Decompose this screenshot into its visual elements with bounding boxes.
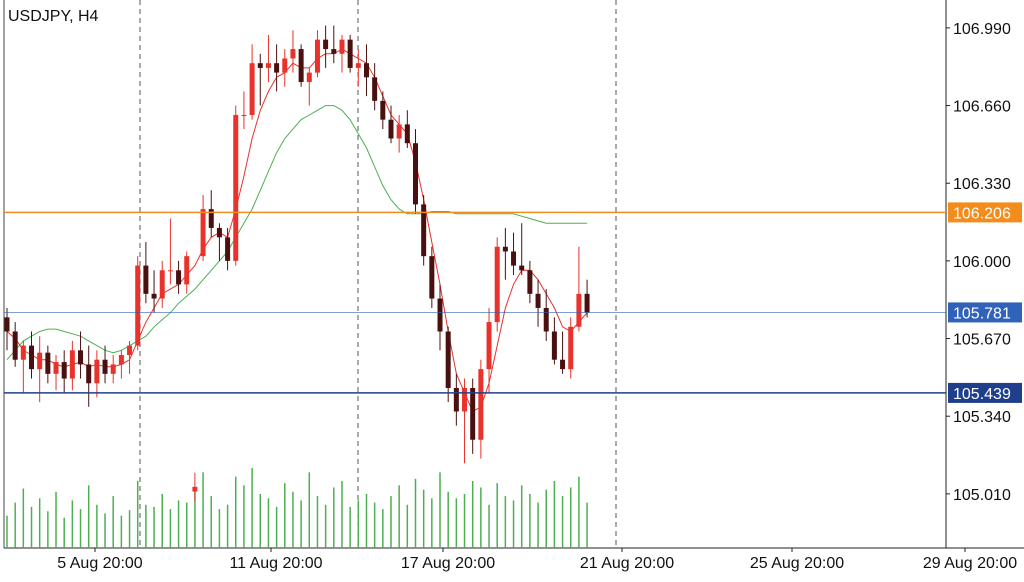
candle-body-37 — [306, 72, 312, 83]
candle-body-29 — [241, 114, 247, 116]
price-badge-0 — [948, 202, 1022, 223]
candle-body-38 — [314, 39, 320, 73]
candle-body-60 — [494, 246, 500, 323]
candle-body-43 — [355, 63, 361, 68]
y-tick-label-1: 106.660 — [953, 99, 1011, 116]
candle-body-42 — [347, 39, 353, 68]
candle-body-20 — [167, 270, 173, 272]
candle-body-26 — [216, 227, 222, 238]
candle-body-16 — [135, 265, 141, 346]
x-tick-label-3: 21 Aug 20:00 — [580, 555, 674, 572]
candle-body-21 — [176, 270, 182, 285]
candle-body-31 — [257, 63, 263, 68]
candle-body-1 — [12, 331, 18, 360]
candle-body-17 — [143, 265, 149, 294]
candle-body-48 — [396, 124, 402, 139]
price-badge-label-2: 105.439 — [953, 386, 1011, 403]
candle-body-13 — [110, 364, 116, 374]
candle-body-65 — [535, 293, 541, 308]
y-tick-label-2: 106.330 — [953, 176, 1011, 193]
price-badge-label-1: 105.781 — [953, 305, 1011, 322]
candle-body-35 — [290, 49, 296, 59]
x-tick-label-5: 29 Aug 20:00 — [923, 555, 1017, 572]
candle-body-66 — [543, 307, 549, 332]
candle-body-30 — [249, 63, 255, 115]
candle-body-25 — [208, 209, 214, 228]
candle-body-5 — [45, 352, 51, 374]
price-badge-label-0: 106.206 — [953, 205, 1011, 222]
candle-body-63 — [519, 265, 525, 271]
moving-average-slow — [6, 105, 588, 361]
candle-body-2 — [20, 345, 26, 360]
candle-body-18 — [151, 293, 157, 299]
candle-body-44 — [363, 63, 369, 78]
candle-body-45 — [372, 77, 378, 101]
candle-body-7 — [61, 362, 67, 379]
candle-body-33 — [274, 63, 280, 73]
candle-body-9 — [78, 350, 84, 365]
candle-body-28 — [233, 114, 239, 261]
candle-body-14 — [118, 355, 124, 365]
y-tick-label-5: 105.340 — [953, 409, 1011, 426]
price-badge-1 — [948, 302, 1022, 323]
candle-body-55 — [453, 387, 459, 412]
x-tick-label-0: 5 Aug 20:00 — [57, 555, 143, 572]
candle-body-49 — [404, 124, 410, 144]
candle-body-71 — [584, 293, 590, 313]
candle-body-19 — [159, 270, 165, 299]
candle-body-22 — [184, 256, 190, 285]
candle-body-11 — [94, 359, 100, 384]
candle-body-27 — [225, 237, 231, 261]
candle-body-54 — [445, 331, 451, 388]
y-tick-label-3: 106.000 — [953, 254, 1011, 271]
candle-body-40 — [331, 49, 337, 54]
candle-body-62 — [511, 251, 517, 266]
x-tick-label-4: 25 Aug 20:00 — [750, 555, 844, 572]
candle-body-41 — [339, 39, 345, 54]
candle-body-69 — [568, 326, 574, 370]
candle-body-58 — [478, 369, 484, 440]
candle-body-47 — [388, 119, 394, 139]
y-tick-label-4: 105.670 — [953, 332, 1011, 349]
candle-body-0 — [4, 317, 10, 332]
candle-body-24 — [200, 209, 206, 257]
candle-body-53 — [437, 298, 443, 332]
candle-body-61 — [502, 246, 508, 252]
candle-body-4 — [37, 352, 43, 370]
candle-body-59 — [486, 322, 492, 370]
candle-body-34 — [282, 58, 288, 73]
candle-body-70 — [576, 293, 582, 327]
candle-body-52 — [429, 256, 435, 299]
moving-average-fast — [6, 48, 588, 413]
x-tick-label-1: 11 Aug 20:00 — [229, 555, 322, 572]
candle-body-39 — [323, 39, 329, 50]
candle-body-36 — [298, 49, 304, 83]
candle-body-10 — [86, 364, 92, 384]
candle-body-64 — [527, 270, 533, 294]
candle-body-12 — [102, 359, 108, 374]
candle-body-23 — [192, 486, 198, 492]
candle-body-50 — [413, 143, 418, 205]
chart-title: USDJPY, H4 — [8, 8, 99, 25]
candle-body-68 — [560, 359, 566, 370]
y-tick-label-6: 105.010 — [953, 487, 1011, 504]
candle-body-46 — [380, 100, 386, 120]
candle-body-67 — [551, 331, 557, 360]
candle-body-3 — [29, 345, 35, 370]
price-badge-2 — [948, 382, 1022, 403]
y-tick-label-0: 106.990 — [953, 21, 1011, 38]
candle-body-57 — [470, 387, 476, 440]
candle-body-8 — [69, 350, 75, 379]
x-tick-label-2: 17 Aug 20:00 — [401, 555, 495, 572]
candle-body-56 — [462, 387, 468, 412]
candle-body-6 — [53, 362, 59, 374]
candle-body-32 — [265, 63, 271, 68]
candle-body-51 — [421, 204, 427, 257]
candle-body-15 — [127, 345, 133, 356]
